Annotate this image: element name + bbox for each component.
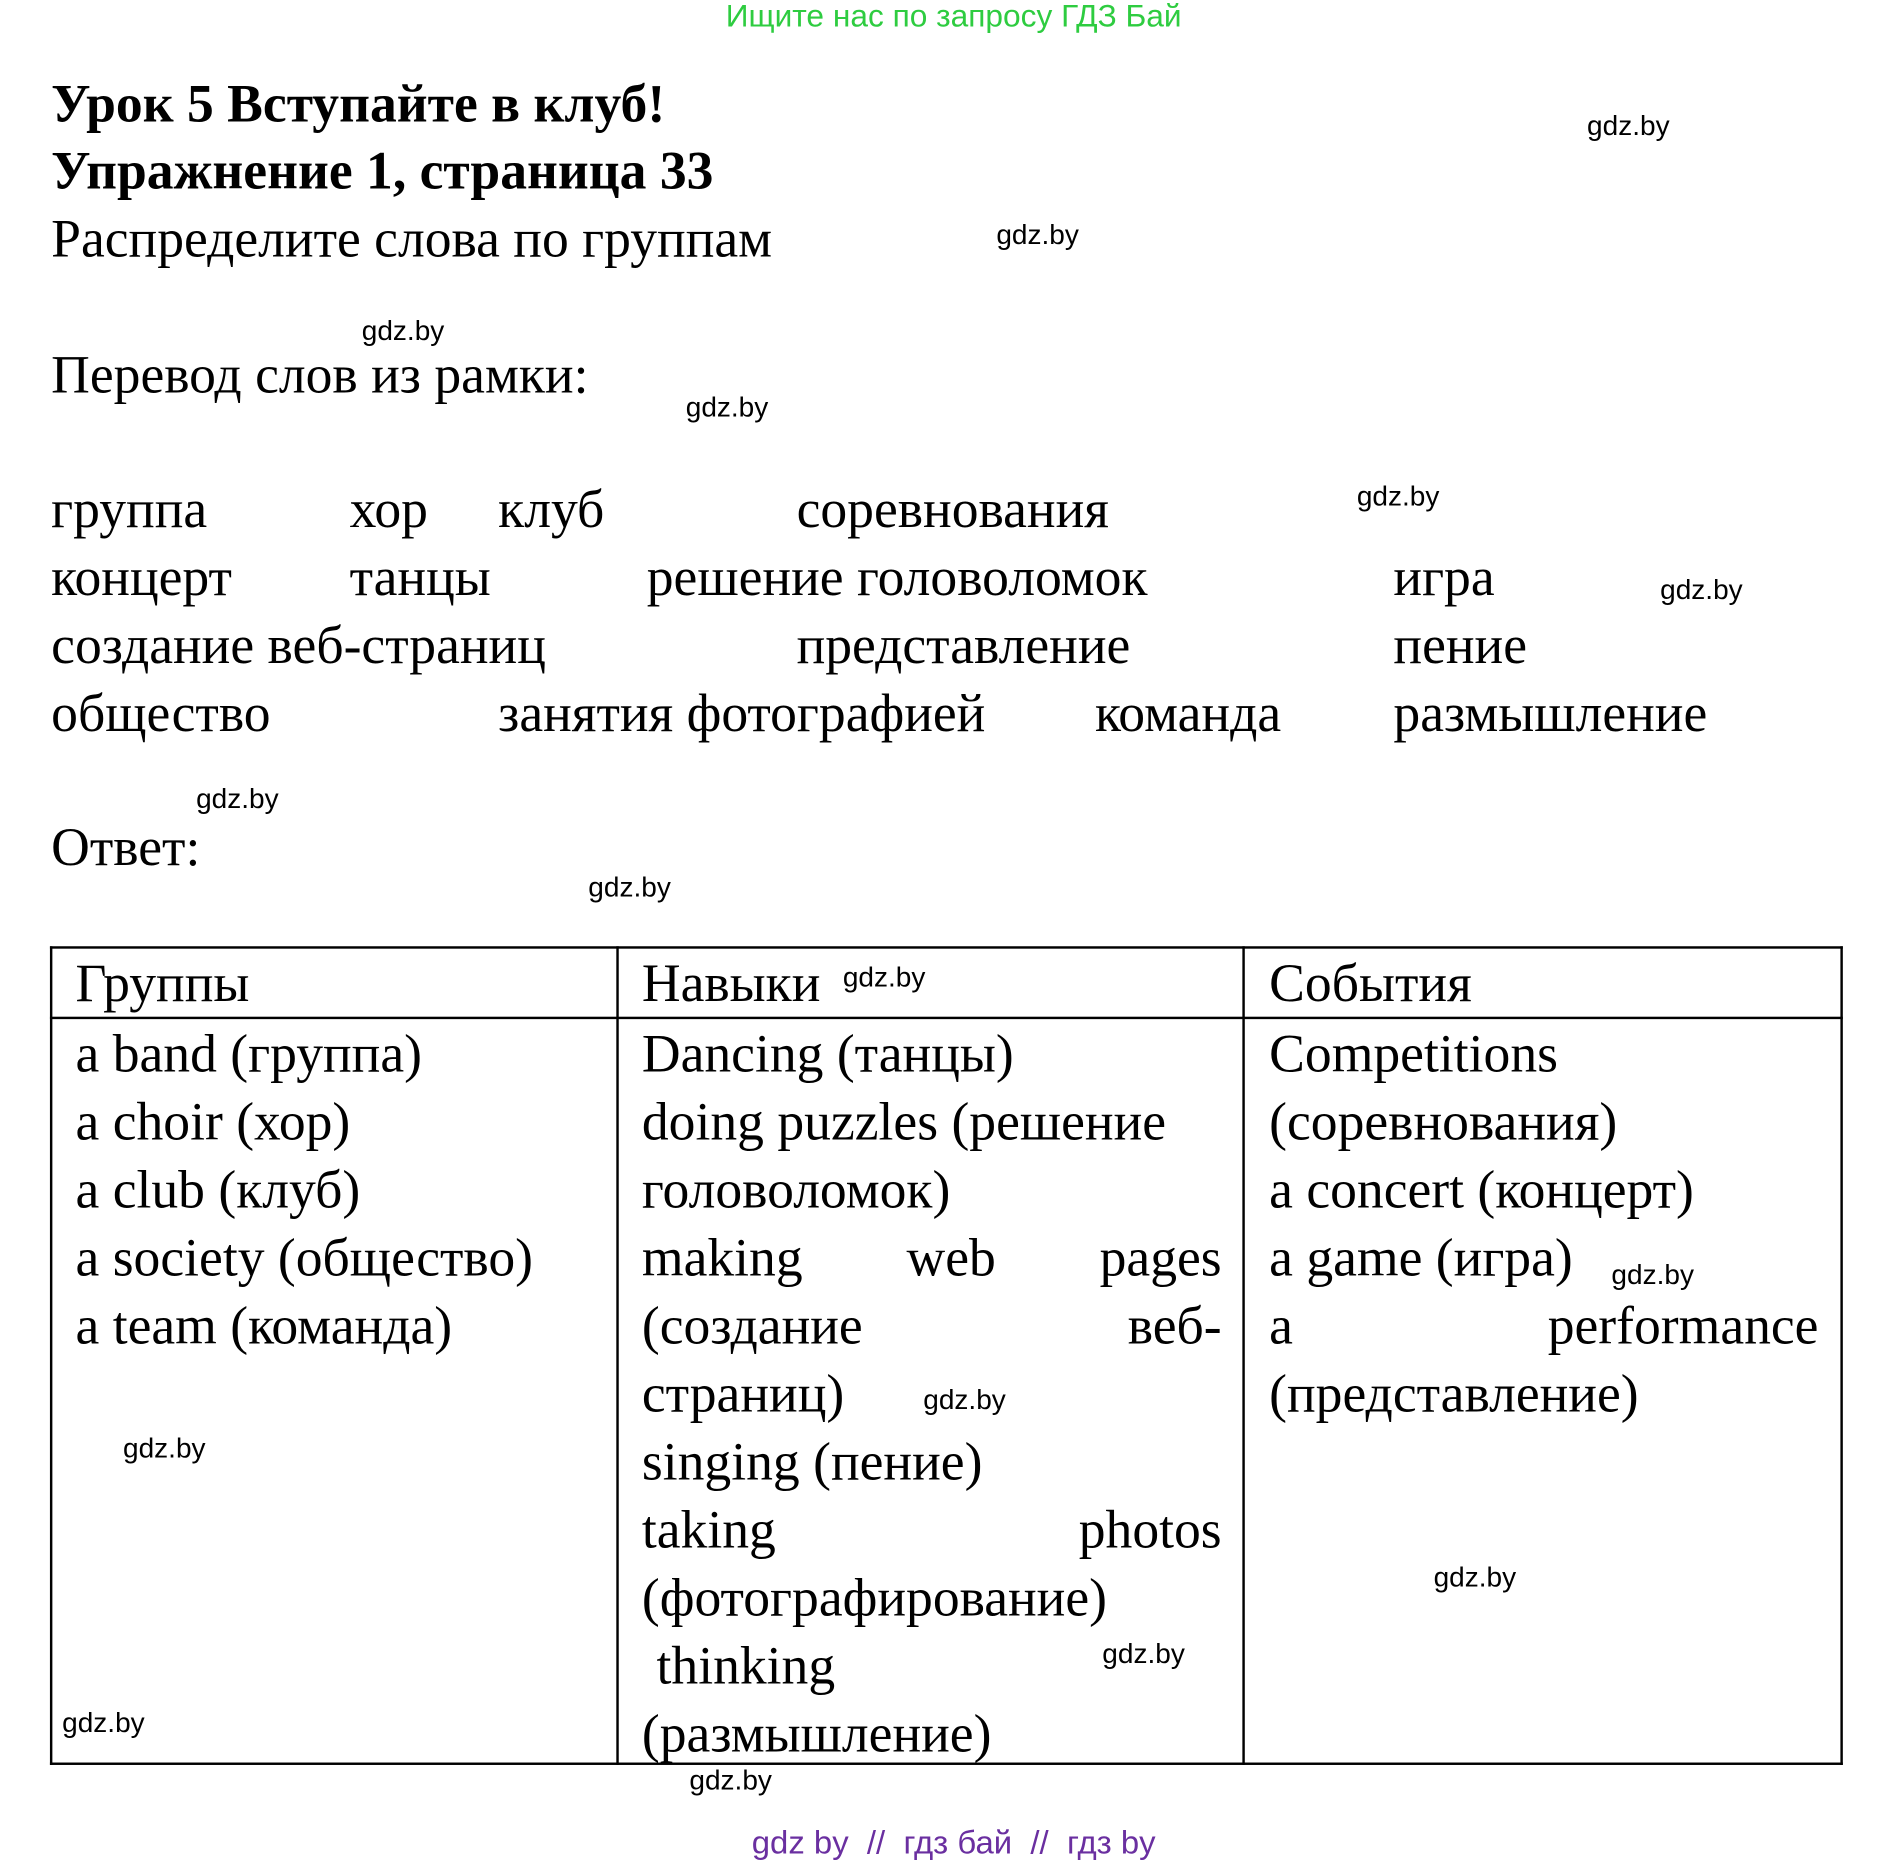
watermark: gdz.by (1433, 1560, 1517, 1593)
table-cell-line: a choir (хор) (75, 1092, 351, 1152)
table-cell-line: головоломок) (641, 1160, 951, 1220)
header-skills: Навыки (641, 953, 821, 1014)
watermark: gdz.by (62, 1706, 145, 1739)
table-column-divider (616, 946, 619, 1765)
table-border-right (1840, 946, 1843, 1765)
table-cell-line: a concert (концерт) (1269, 1160, 1694, 1220)
watermark: gdz.by (1356, 479, 1440, 512)
header-events: События (1269, 953, 1472, 1014)
table-cell-line: (создание веб- (641, 1296, 1222, 1356)
table-border-top (49, 946, 1843, 949)
translation-label: Перевод слов из рамки: (51, 344, 589, 405)
table-cell-line: страниц) (641, 1364, 845, 1424)
watermark: gdz.by (1611, 1258, 1694, 1291)
watermark: gdz.by (685, 391, 769, 423)
task-text: Распределите слова по группам (51, 208, 773, 269)
watermark: gdz.by (842, 960, 926, 993)
table-header-divider (49, 1016, 1843, 1020)
watermark: gdz.by (689, 1763, 772, 1796)
table-cell-line: a band (группа) (75, 1023, 422, 1084)
watermark: gdz.by (1102, 1637, 1185, 1669)
word: решение головоломок (646, 547, 1148, 608)
table-cell-line: a performance (1269, 1296, 1819, 1356)
table-column-divider (1242, 946, 1245, 1765)
answer-label: Ответ: (51, 817, 201, 878)
table-cell-line: (размышление) (641, 1704, 992, 1764)
word: группа (51, 479, 208, 540)
watermark: gdz.by (1587, 109, 1670, 141)
table-cell-line: (фотографирование) (641, 1568, 1108, 1628)
table-cell-line: a team (команда) (75, 1296, 453, 1356)
word: хор (349, 479, 428, 540)
lesson-title: Урок 5 Вступайте в клуб! (51, 74, 666, 134)
word: игра (1393, 547, 1495, 608)
word: создание веб-страниц (51, 615, 546, 676)
word: общество (51, 683, 271, 744)
watermark: gdz.by (196, 782, 279, 814)
table-cell-line: making web pages (641, 1228, 1222, 1288)
word: соревнования (796, 479, 1109, 540)
table-cell-line: doing puzzles (решение (641, 1092, 1167, 1152)
word: пение (1393, 615, 1528, 676)
bottom-banner[interactable]: gdz by // гдз бай // гдз by (751, 1824, 1156, 1861)
watermark: gdz.by (588, 870, 671, 903)
word: команда (1094, 683, 1282, 744)
watermark: gdz.by (923, 1383, 1006, 1416)
watermark: gdz.by (123, 1432, 206, 1464)
table-cell-line: a society (общество) (75, 1228, 533, 1288)
watermark: gdz.by (1660, 573, 1743, 605)
table-cell-line: a club (клуб) (75, 1160, 361, 1220)
table-cell-line: (представление) (1269, 1364, 1639, 1424)
word: танцы (349, 547, 491, 608)
table-cell-line: a game (игра) (1269, 1228, 1573, 1288)
table-cell-line: (соревнования) (1269, 1092, 1618, 1152)
table-border-left (49, 946, 53, 1765)
watermark: gdz.by (996, 218, 1079, 251)
table-cell-line: Dancing (танцы) (641, 1023, 1014, 1084)
table-cell-line: thinking (656, 1636, 836, 1696)
word: занятия фотографией (498, 683, 986, 744)
word: размышление (1393, 683, 1708, 744)
exercise-title: Упражнение 1, страница 33 (51, 140, 714, 201)
table-cell-line: taking photos (641, 1500, 1222, 1560)
word: представление (796, 615, 1131, 676)
top-banner[interactable]: Ищите нас по запросу ГДЗ Бай (725, 0, 1182, 35)
word: концерт (51, 547, 232, 608)
table-cell-line: singing (пение) (641, 1432, 983, 1492)
table-cell-line: Competitions (1269, 1023, 1558, 1084)
word: клуб (498, 479, 605, 540)
header-groups: Группы (75, 953, 250, 1014)
table-border-bottom (49, 1762, 1843, 1765)
watermark: gdz.by (361, 314, 445, 347)
